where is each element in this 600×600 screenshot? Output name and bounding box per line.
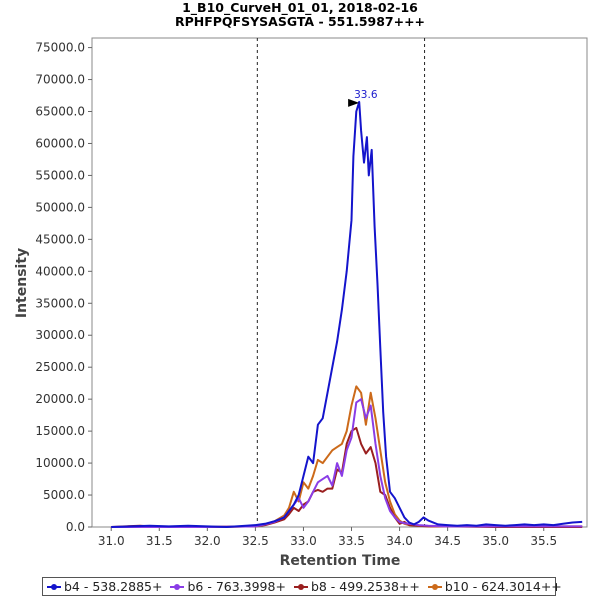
peak-marker-icon bbox=[348, 98, 360, 107]
chart-subtitle: RPHFPQFSYSASGTA - 551.5987+++ bbox=[175, 14, 425, 29]
y-tick-label: 30000.0 bbox=[35, 328, 85, 342]
legend-item: b8 - 499.2538++ bbox=[293, 579, 420, 594]
series-line-b4 bbox=[111, 100, 583, 528]
x-tick-label: 34.0 bbox=[386, 534, 413, 548]
legend-swatch-icon bbox=[427, 582, 442, 592]
y-tick-label: 60000.0 bbox=[35, 136, 85, 150]
y-tick-label: 45000.0 bbox=[35, 232, 85, 246]
x-tick-label: 32.5 bbox=[242, 534, 269, 548]
legend: b4 - 538.2885+ b6 - 763.3998+ b8 - 499.253… bbox=[42, 577, 562, 596]
y-tick-label: 35000.0 bbox=[35, 296, 85, 310]
legend-item: b4 - 538.2885+ bbox=[47, 579, 162, 594]
x-tick-label: 33.0 bbox=[290, 534, 317, 548]
legend-label: b6 - 763.3998+ bbox=[187, 579, 286, 594]
x-axis-ticks: 31.0 31.5 32.0 32.5 33.0 33.5 34.0 34.5 35.0 35.5 bbox=[98, 527, 557, 548]
plot-area bbox=[91, 37, 588, 528]
x-tick-label: 31.5 bbox=[146, 534, 173, 548]
legend-swatch-icon bbox=[170, 582, 185, 592]
legend-swatch-icon bbox=[293, 582, 308, 592]
x-tick-label: 31.0 bbox=[98, 534, 125, 548]
y-tick-label: 75000.0 bbox=[35, 41, 85, 55]
y-tick-label: 70000.0 bbox=[35, 73, 85, 87]
series-layer bbox=[111, 100, 583, 528]
legend-label: b10 - 624.3014++ bbox=[444, 579, 562, 594]
y-tick-label: 10000.0 bbox=[35, 456, 85, 470]
legend-item: b10 - 624.3014++ bbox=[427, 579, 562, 594]
y-tick-label: 55000.0 bbox=[35, 168, 85, 182]
peak-annotation: 33.6 bbox=[348, 89, 378, 107]
y-tick-label: 15000.0 bbox=[35, 424, 85, 438]
peak-label: 33.6 bbox=[354, 89, 378, 101]
y-tick-label: 65000.0 bbox=[35, 105, 85, 119]
y-axis-label: Intensity bbox=[14, 248, 30, 318]
legend-label: b4 - 538.2885+ bbox=[64, 579, 163, 594]
y-tick-label: 25000.0 bbox=[35, 360, 85, 374]
legend-swatch-icon bbox=[47, 582, 61, 592]
y-axis-ticks: 0.0 5000.0 10000.0 15000.0 20000.0 25000.0 300… bbox=[35, 41, 92, 534]
legend-label: b8 - 499.2538++ bbox=[310, 579, 420, 594]
x-axis-label: Retention Time bbox=[280, 553, 401, 569]
y-tick-label: 5000.0 bbox=[43, 488, 85, 502]
x-tick-label: 34.5 bbox=[434, 534, 461, 548]
x-tick-label: 35.5 bbox=[530, 534, 557, 548]
y-tick-label: 0.0 bbox=[66, 520, 85, 534]
y-tick-label: 40000.0 bbox=[35, 264, 85, 278]
x-tick-label: 35.0 bbox=[482, 534, 509, 548]
legend-item: b6 - 763.3998+ bbox=[170, 579, 286, 594]
y-tick-label: 50000.0 bbox=[35, 200, 85, 214]
x-tick-label: 33.5 bbox=[338, 534, 365, 548]
x-tick-label: 32.0 bbox=[194, 534, 221, 548]
y-tick-label: 20000.0 bbox=[35, 392, 85, 406]
chart-title: 1_B10_CurveH_01_01, 2018-02-16 bbox=[182, 0, 418, 16]
